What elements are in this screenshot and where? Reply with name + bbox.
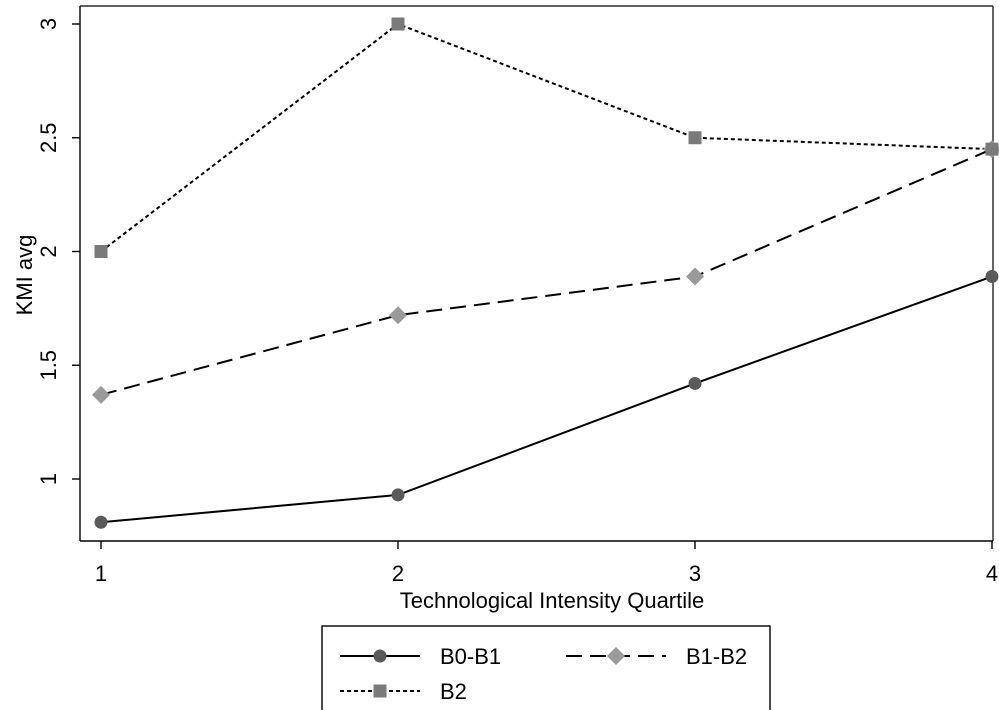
data-point-b2 [94,245,108,258]
x-axis-title: Technological Intensity Quartile [400,588,705,613]
data-point-b0-b1 [391,488,405,502]
legend-box [321,625,771,710]
series-line-b1-b2 [100,148,993,396]
data-point-b2 [985,142,999,156]
series-lines [100,22,993,524]
data-point-b0-b1 [94,515,108,529]
y-tick-label: 3 [36,18,61,30]
y-tick-label: 2.5 [36,122,61,153]
data-point-b0-b1 [688,376,702,390]
x-tick-label: 3 [689,561,701,586]
legend-label-b0-b1: B0-B1 [440,644,501,669]
x-tick-label: 1 [95,561,107,586]
legend-marker-b2 [373,684,387,698]
x-tick-label: 4 [986,561,998,586]
legend-label-b2: B2 [440,679,467,704]
y-axis-ticks: 1 1.5 2 2.5 3 [36,18,80,485]
y-tick-label: 1.5 [36,350,61,381]
x-tick-label: 2 [392,561,404,586]
data-point-b1-b2 [389,306,407,325]
data-point-b2 [688,131,702,145]
y-axis-title: KMI avg [12,235,37,316]
series-line-b2 [100,22,993,253]
y-tick-label: 1 [36,473,61,485]
data-point-b0-b1 [985,270,999,284]
x-axis-ticks: 1 2 3 4 [95,541,998,586]
data-point-b1-b2 [686,267,704,286]
legend: B0-B1 B1-B2 B2 [321,625,771,710]
data-point-b1-b2 [92,385,110,404]
data-point-b2 [391,17,405,31]
legend-marker-b1-b2 [607,647,625,665]
legend-marker-b0-b1 [373,649,387,663]
series-markers [92,17,999,529]
legend-label-b1-b2: B1-B2 [686,644,747,669]
plot-frame [79,5,994,542]
series-line-b0-b1 [100,275,993,524]
y-tick-label: 2 [36,245,61,257]
